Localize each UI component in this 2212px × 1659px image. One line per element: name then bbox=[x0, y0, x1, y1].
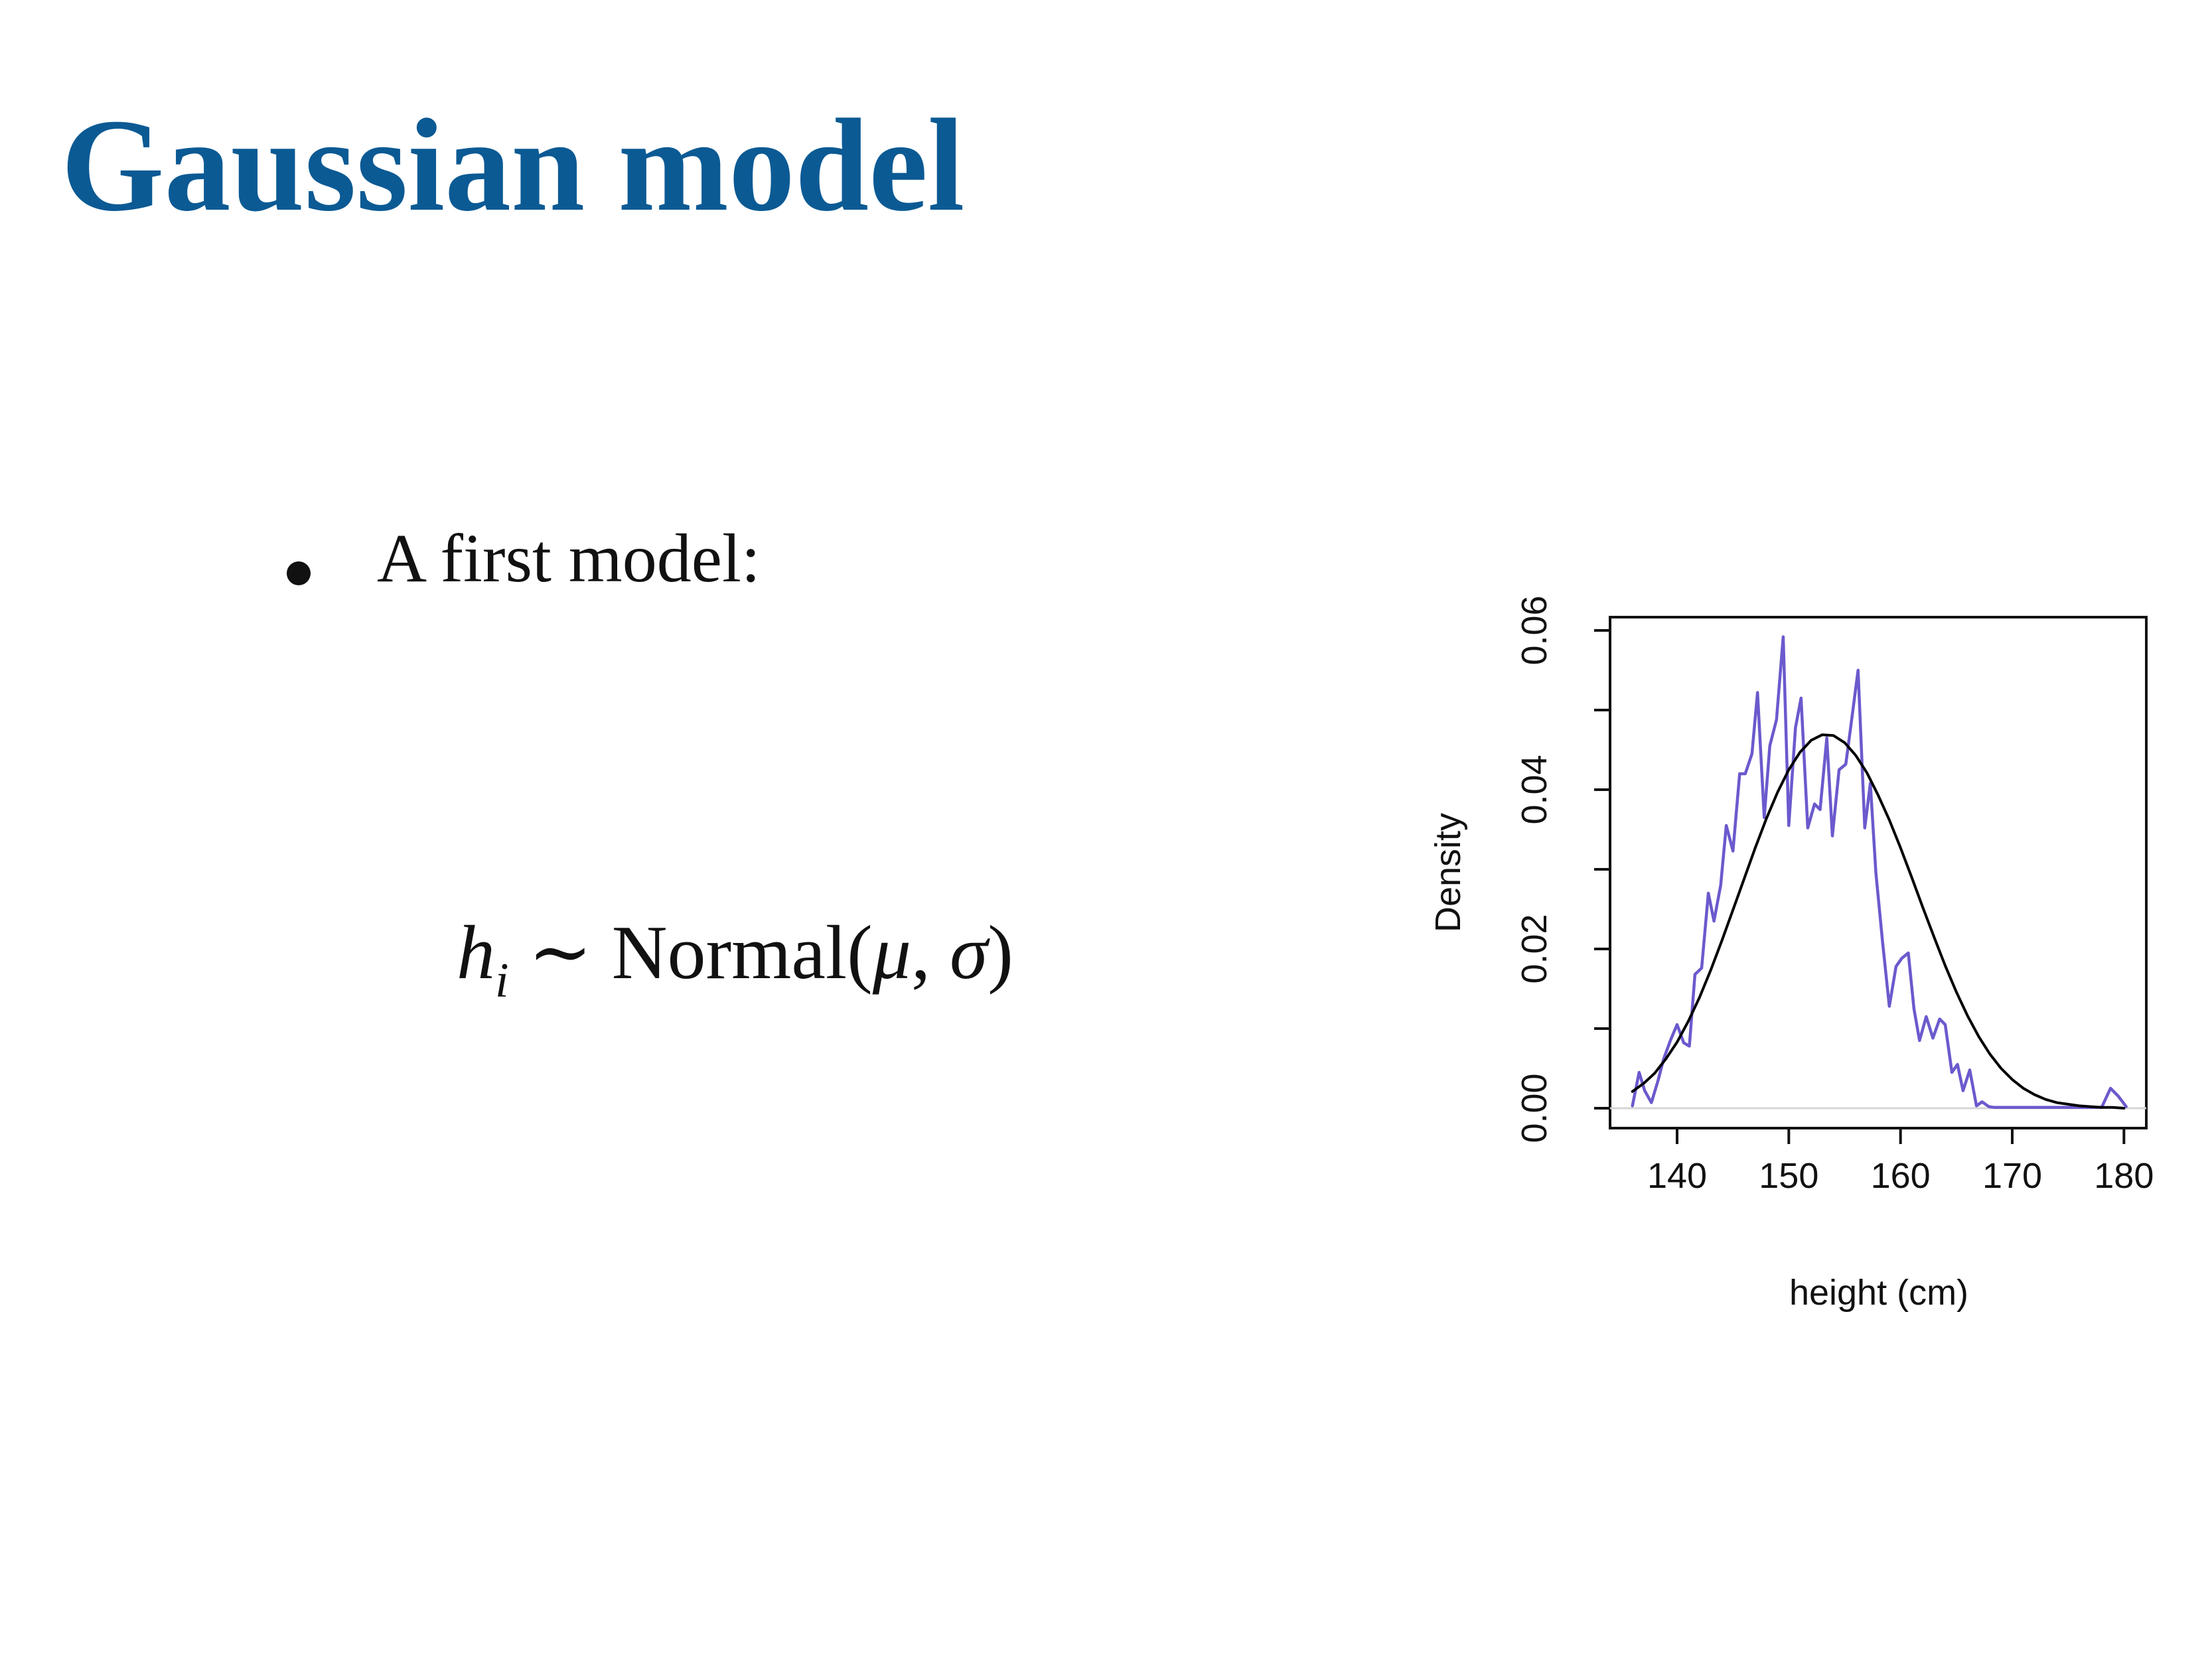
normal-curve-line bbox=[1631, 733, 2126, 1110]
x-tick-label: 170 bbox=[1982, 1156, 2042, 1196]
y-tick-label: 0.00 bbox=[1514, 1073, 1554, 1143]
y-axis-label: Density bbox=[1428, 813, 1468, 932]
bullet-dot bbox=[287, 561, 311, 585]
density-line bbox=[1631, 635, 2128, 1110]
x-tick-label: 160 bbox=[1871, 1156, 1931, 1196]
formula-distribution: Normal( bbox=[611, 910, 873, 995]
formula-comma: , bbox=[911, 910, 950, 995]
x-tick-label: 180 bbox=[2094, 1156, 2154, 1196]
x-axis-label: height (cm) bbox=[1789, 1273, 1968, 1313]
bullet-text: A first model: bbox=[377, 520, 761, 597]
x-tick-label: 140 bbox=[1647, 1156, 1707, 1196]
slide-title: Gaussian model bbox=[61, 92, 965, 239]
formula-sigma: σ bbox=[949, 910, 988, 995]
formula-close-paren: ) bbox=[988, 910, 1013, 995]
formula-mu: μ bbox=[872, 910, 911, 995]
formula-subscript: i bbox=[495, 954, 509, 1008]
model-formula: hi ∼ Normal(μ, σ) bbox=[457, 914, 1013, 1005]
x-tick-label: 150 bbox=[1759, 1156, 1818, 1196]
formula-tilde: ∼ bbox=[528, 910, 593, 995]
y-tick-label: 0.06 bbox=[1514, 595, 1554, 665]
series-layer bbox=[1631, 635, 2128, 1110]
y-tick-label: 0.04 bbox=[1514, 755, 1554, 824]
y-tick-label: 0.02 bbox=[1514, 914, 1554, 983]
formula-variable: h bbox=[457, 910, 495, 995]
plot-frame bbox=[1609, 616, 2148, 1129]
axes-layer: 140 150 160 170 180 0.00 0.02 0.04 0.06 bbox=[1514, 595, 2154, 1196]
